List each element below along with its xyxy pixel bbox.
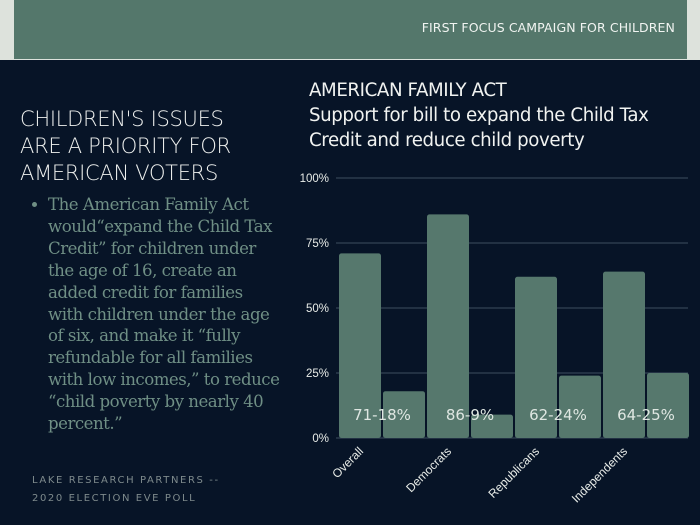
bar-oppose-independents bbox=[647, 373, 689, 438]
y-tick-label: 25% bbox=[306, 368, 329, 380]
bullet-text: The American Family Act would“expand the… bbox=[48, 195, 280, 434]
chart-title-block: AMERICAN FAMILY ACT Support for bill to … bbox=[309, 78, 699, 153]
data-label: 71-18% bbox=[353, 406, 411, 424]
bar-oppose-overall bbox=[383, 391, 425, 438]
bar-support-independents bbox=[603, 271, 645, 438]
y-tick-label: 75% bbox=[306, 238, 329, 250]
data-label: 64-25% bbox=[617, 406, 675, 424]
bar-oppose-democrats bbox=[471, 414, 513, 438]
x-tick-label: Republicans bbox=[486, 444, 543, 501]
y-tick-label: 100% bbox=[300, 173, 329, 185]
bullet-item: The American Family Act would“expand the… bbox=[30, 194, 280, 435]
data-label: 62-24% bbox=[529, 406, 587, 424]
header-banner: FIRST FOCUS CAMPAIGN FOR CHILDREN bbox=[14, 0, 687, 59]
left-panel-title: CHILDREN'S ISSUES ARE A PRIORITY FOR AME… bbox=[20, 107, 231, 185]
x-tick-label: Independents bbox=[569, 444, 630, 505]
chart-subtitle: Support for bill to expand the Child Tax… bbox=[309, 105, 649, 151]
bullet-list: The American Family Act would“expand the… bbox=[30, 194, 280, 435]
bullet-dot-icon bbox=[32, 202, 37, 207]
chart-title: AMERICAN FAMILY ACT bbox=[309, 80, 507, 101]
bar-support-republicans bbox=[515, 276, 557, 438]
data-label: 86-9% bbox=[446, 406, 494, 424]
y-tick-label: 50% bbox=[306, 303, 329, 315]
bar-support-democrats bbox=[427, 214, 469, 438]
bar-support-overall bbox=[339, 253, 381, 438]
x-tick-label: Democrats bbox=[403, 444, 454, 495]
x-tick-label: Overall bbox=[329, 444, 366, 481]
org-name: FIRST FOCUS CAMPAIGN FOR CHILDREN bbox=[421, 20, 675, 35]
y-tick-label: 0% bbox=[312, 433, 329, 445]
source-credit: LAKE RESEARCH PARTNERS -- 2020 ELECTION … bbox=[32, 475, 220, 504]
bar-oppose-republicans bbox=[559, 375, 601, 438]
